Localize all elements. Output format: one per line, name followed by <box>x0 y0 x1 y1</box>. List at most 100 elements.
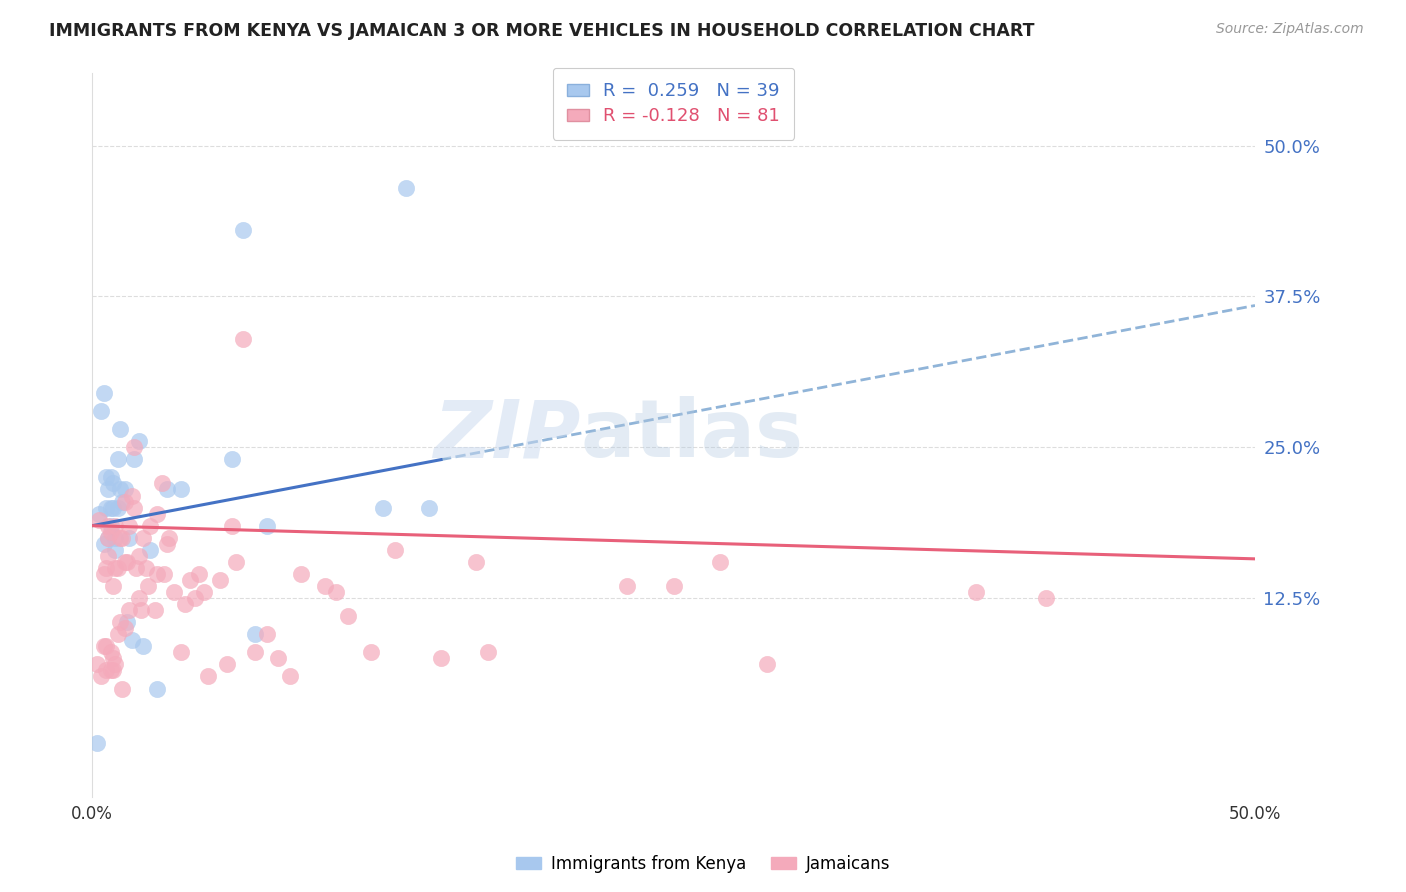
Point <box>118 603 141 617</box>
Point <box>101 664 124 678</box>
Point <box>155 537 177 551</box>
Point <box>90 669 112 683</box>
Point <box>157 531 180 545</box>
Point <box>100 470 122 484</box>
Point <box>243 627 266 641</box>
Point <box>122 452 145 467</box>
Point <box>221 518 243 533</box>
Point <box>325 585 347 599</box>
Point <box>121 633 143 648</box>
Point <box>193 585 215 599</box>
Point <box>107 452 129 467</box>
Legend: Immigrants from Kenya, Jamaicans: Immigrants from Kenya, Jamaicans <box>509 848 897 880</box>
Point <box>115 615 138 630</box>
Point <box>94 500 117 515</box>
Point <box>121 489 143 503</box>
Point <box>108 531 131 545</box>
Point <box>100 524 122 539</box>
Point <box>278 669 301 683</box>
Text: ZIP: ZIP <box>433 396 581 475</box>
Point <box>139 518 162 533</box>
Point <box>101 651 124 665</box>
Legend: R =  0.259   N = 39, R = -0.128   N = 81: R = 0.259 N = 39, R = -0.128 N = 81 <box>553 68 794 140</box>
Point <box>430 651 453 665</box>
Point <box>94 664 117 678</box>
Text: atlas: atlas <box>581 396 804 475</box>
Point <box>135 561 157 575</box>
Point <box>709 555 731 569</box>
Point <box>215 657 238 672</box>
Point <box>965 585 987 599</box>
Point <box>114 555 136 569</box>
Point <box>128 591 150 605</box>
Point <box>108 615 131 630</box>
Point <box>136 579 159 593</box>
Point <box>146 507 169 521</box>
Point <box>86 657 108 672</box>
Point <box>188 566 211 581</box>
Point <box>115 555 138 569</box>
Point <box>118 531 141 545</box>
Point <box>94 561 117 575</box>
Point <box>232 332 254 346</box>
Point <box>100 664 122 678</box>
Point <box>616 579 638 593</box>
Point <box>97 531 120 545</box>
Point <box>93 566 115 581</box>
Point <box>101 579 124 593</box>
Point <box>337 609 360 624</box>
Point <box>232 223 254 237</box>
Point <box>256 627 278 641</box>
Point <box>93 386 115 401</box>
Point <box>104 542 127 557</box>
Point <box>662 579 685 593</box>
Point <box>101 476 124 491</box>
Point <box>107 500 129 515</box>
Point <box>93 640 115 654</box>
Point <box>97 531 120 545</box>
Point <box>108 483 131 497</box>
Point <box>125 561 148 575</box>
Point <box>256 518 278 533</box>
Point <box>97 518 120 533</box>
Point <box>209 573 232 587</box>
Point <box>118 518 141 533</box>
Point <box>128 549 150 563</box>
Point <box>108 422 131 436</box>
Point <box>360 645 382 659</box>
Point <box>122 500 145 515</box>
Point <box>146 681 169 696</box>
Point <box>93 537 115 551</box>
Point <box>100 518 122 533</box>
Point <box>153 566 176 581</box>
Point <box>162 585 184 599</box>
Point <box>104 561 127 575</box>
Point <box>174 597 197 611</box>
Point <box>89 507 111 521</box>
Point <box>94 470 117 484</box>
Point <box>129 603 152 617</box>
Point <box>101 500 124 515</box>
Point <box>464 555 486 569</box>
Point <box>384 542 406 557</box>
Point <box>267 651 290 665</box>
Point <box>395 181 418 195</box>
Point <box>183 591 205 605</box>
Point <box>97 483 120 497</box>
Point <box>197 669 219 683</box>
Point <box>86 736 108 750</box>
Point <box>89 513 111 527</box>
Point <box>314 579 336 593</box>
Point <box>104 657 127 672</box>
Point <box>755 657 778 672</box>
Point <box>418 500 440 515</box>
Point <box>111 494 134 508</box>
Point <box>225 555 247 569</box>
Point <box>104 518 127 533</box>
Point <box>111 531 134 545</box>
Point <box>243 645 266 659</box>
Point <box>114 621 136 635</box>
Point <box>143 603 166 617</box>
Point <box>107 561 129 575</box>
Point <box>107 627 129 641</box>
